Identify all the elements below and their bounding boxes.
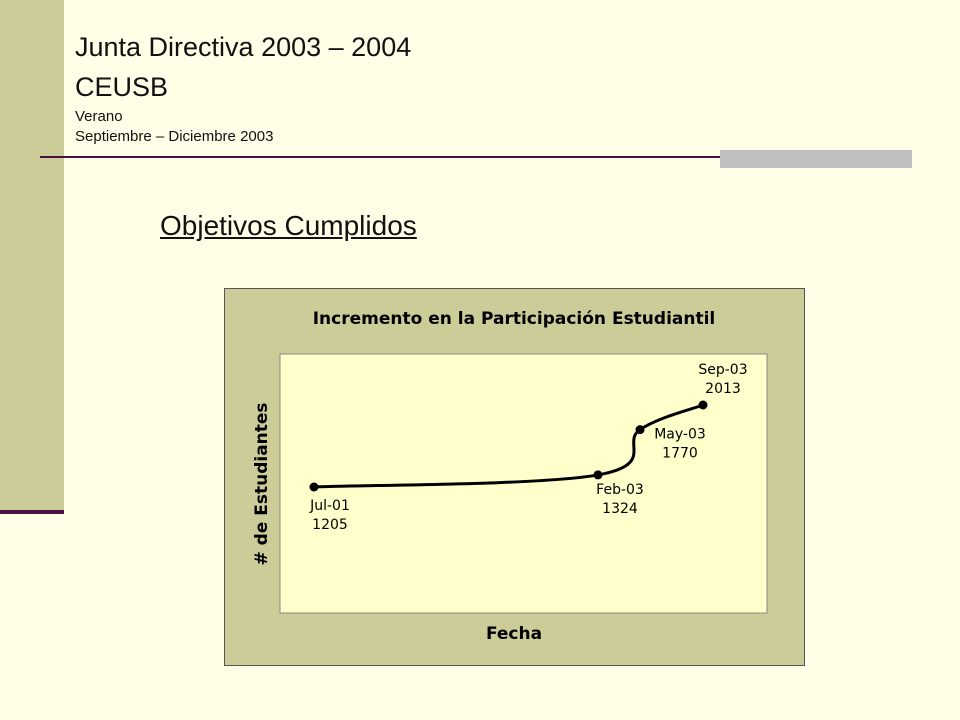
data-point-may-03: [635, 425, 645, 435]
plot-area: [279, 353, 768, 614]
left-sidebar-bar: [0, 0, 64, 512]
data-point-jul-01: [309, 482, 319, 492]
slide-title: Junta Directiva 2003 – 2004: [75, 32, 412, 62]
section-title: Objetivos Cumplidos: [160, 210, 417, 241]
data-label-value: 2013: [705, 381, 741, 397]
data-points: Jul-01 1205 Feb-03 1324 May-03 1770 Sep-03 2013: [309, 362, 748, 533]
data-label-value: 1205: [312, 517, 348, 533]
x-axis-label: Fecha: [486, 624, 542, 644]
data-point-sep-03: [698, 400, 708, 410]
slide-subtitle: CEUSB: [75, 72, 169, 102]
data-label-date: Jul-01: [309, 498, 350, 514]
y-axis-label: # de Estudiantes: [252, 402, 272, 565]
data-label-value: 1770: [662, 446, 698, 462]
participation-chart: Incremento en la Participación Estudiant…: [224, 288, 805, 666]
header-divider: [40, 156, 912, 158]
data-label-date: Sep-03: [698, 362, 747, 378]
data-label-date: Feb-03: [596, 482, 644, 498]
data-label-date: May-03: [654, 427, 706, 443]
season-label: Verano: [75, 108, 123, 125]
period-label: Septiembre – Diciembre 2003: [75, 128, 274, 145]
series-line: [313, 403, 704, 489]
data-point-feb-03: [593, 470, 603, 480]
sidebar-accent-line: [0, 510, 64, 514]
header-accent-block: [720, 150, 912, 168]
data-label-value: 1324: [602, 501, 638, 517]
chart-title: Incremento en la Participación Estudiant…: [313, 309, 716, 329]
